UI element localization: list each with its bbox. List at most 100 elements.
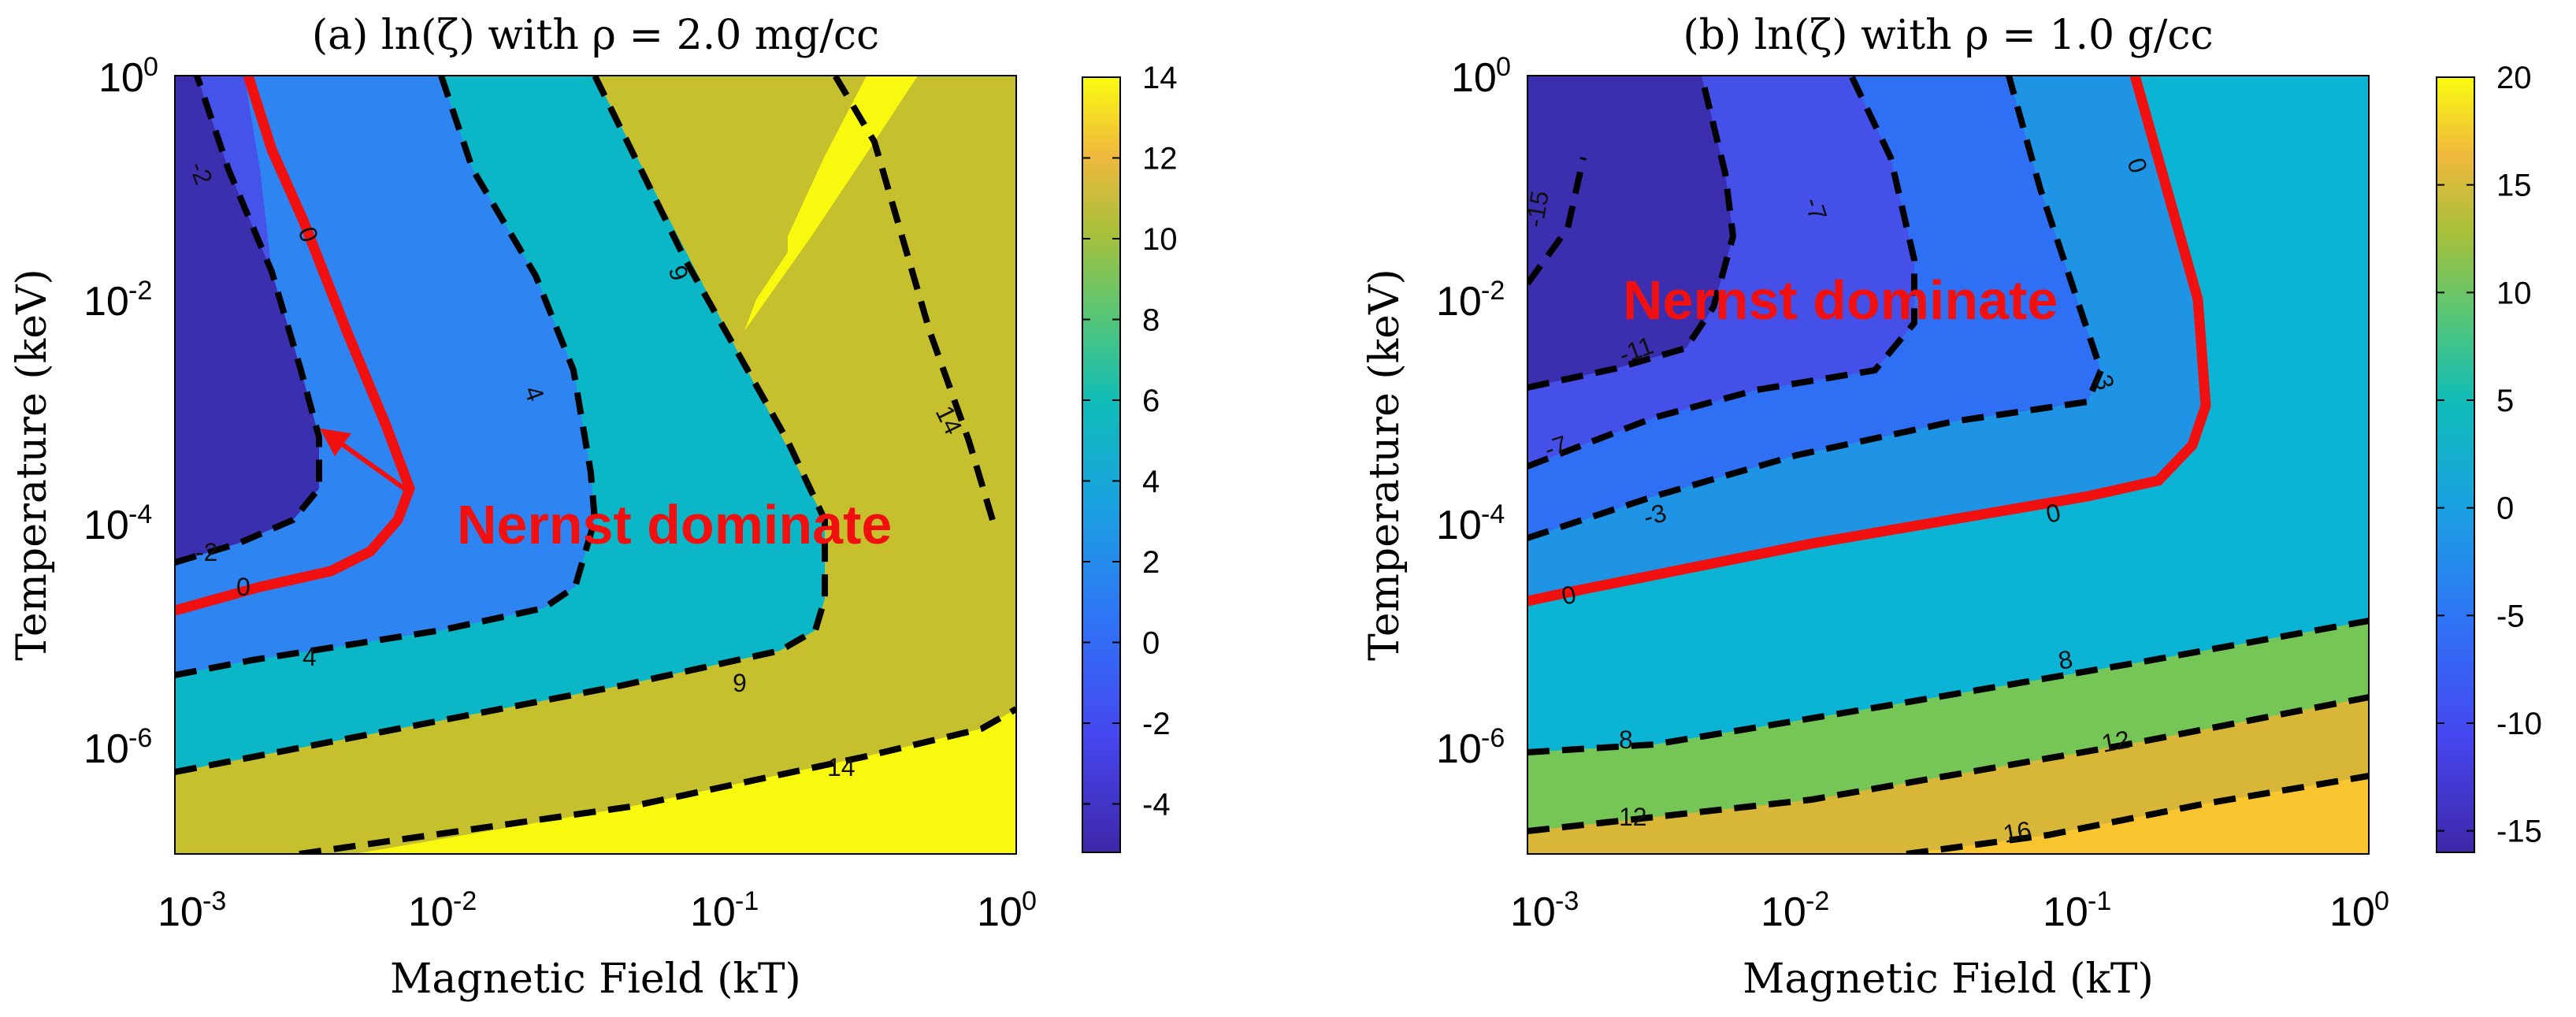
panel-b-x-ticks: 10 -3 10 -2 10 -1 10 0 [1510,886,2389,935]
panel-b-title: (b) ln(ζ) with ρ = 1.0 g/cc [1683,12,2213,59]
panel-b-region-1 [1527,76,1733,388]
svg-text:10: 10 [84,279,129,325]
contour-label: 16 [2001,815,2033,848]
svg-text:-3: -3 [202,886,226,916]
panel-b-plot-area [1527,76,2369,854]
y-tick: 10 -4 [84,499,152,548]
panel-a-contour-0 [175,76,415,616]
contour-label: 12 [1619,803,1647,831]
svg-text:10: 10 [1761,889,1806,935]
colorbar-tick-label: 0 [1142,626,1160,661]
panel-a-axes-box [174,75,1017,855]
svg-text:0: 0 [1022,886,1037,916]
y-tick: 10 0 [98,52,158,101]
contour-label: 8 [1619,726,1633,754]
svg-text:10: 10 [408,889,454,935]
panel-a-annotation-arrow [320,428,411,495]
contour-label: 4 [303,643,317,671]
panel-b-contour-0 [1527,76,2211,607]
svg-text:-6: -6 [1481,723,1505,753]
colorbar-tick-label: -15 [2496,815,2542,849]
colorbar-tick-label: 14 [1142,61,1178,95]
svg-text:10: 10 [158,889,203,935]
y-tick: 10 0 [1451,52,1511,101]
colorbar-tick-label: 10 [2496,276,2532,310]
svg-text:-1: -1 [2088,886,2111,916]
svg-text:10: 10 [977,889,1023,935]
panel-b-contour-12 [1527,694,2369,834]
panel-a-region-1 [175,76,319,562]
svg-text:10: 10 [690,889,736,935]
y-tick: 10 -6 [1436,723,1505,772]
colorbar-tick-label: 10 [1142,222,1178,257]
svg-text:-1: -1 [735,886,759,916]
colorbar-tick-label: 6 [1142,384,1160,418]
svg-text:-2: -2 [1806,886,1829,916]
panel-b-y-ticks: 10 0 10 -2 10 -4 10 -6 [1436,52,1511,772]
x-tick: 10 -3 [1510,886,1579,935]
panel-a-x-ticks: 10 -3 10 -2 10 -1 10 0 [158,886,1037,935]
panel-b-contour-m7 [1527,76,1917,470]
panel-a-xlabel: Magnetic Field (kT) [390,956,801,1003]
svg-text:10: 10 [1436,279,1482,325]
svg-text:10: 10 [1436,726,1482,772]
contour-label: -15 [1520,188,1553,229]
panel-a-annotation: Nernst dominate [457,494,892,555]
x-tick: 10 -1 [2043,886,2111,935]
svg-text:10: 10 [98,55,144,101]
contour-label: -2 [195,538,217,566]
panel-b-colorbar-ticks: 20 15 10 5 0 -5 -10 -15 [2437,61,2542,849]
svg-text:0: 0 [1496,52,1511,82]
svg-text:-2: -2 [453,886,477,916]
panel-b-contour-m11 [1527,76,1737,391]
panel-a-colorbar [1082,76,1121,853]
panel-a-colorbar-ticks: 14 12 10 8 6 4 2 0 -2 -4 [1082,61,1178,822]
colorbar-tick-label: 12 [1142,142,1178,176]
svg-text:-2: -2 [128,276,152,306]
colorbar-tick-label: -5 [2496,599,2525,633]
colorbar-tick-label: -2 [1142,707,1171,741]
panel-b-contour-m15 [1527,157,1587,286]
panel-b-contour-8 [1527,618,2369,755]
svg-text:-3: -3 [1555,886,1579,916]
colorbar-tick-label: -10 [2496,707,2542,741]
colorbar-tick-label: 20 [2496,61,2532,95]
contour-label: 8 [2056,644,2075,675]
svg-text:0: 0 [2374,886,2389,916]
svg-text:0: 0 [143,52,158,82]
panel-b-xlabel: Magnetic Field (kT) [1743,956,2154,1003]
svg-text:10: 10 [2329,889,2375,935]
contour-label: 14 [827,753,856,781]
svg-text:10: 10 [1436,503,1482,548]
svg-text:-6: -6 [128,723,152,753]
panel-b-colorbar [2436,76,2475,853]
y-tick: 10 -2 [84,276,152,325]
svg-text:10: 10 [1451,55,1497,101]
panel-a-ylabel: Temperature (keV) [9,269,56,661]
panel-b: (b) ln(ζ) with ρ = 1.0 g/cc -15 -11 -7 -… [1361,12,2542,1003]
x-tick: 10 0 [977,886,1037,935]
svg-text:-2: -2 [1481,276,1505,306]
panel-a-title: (a) ln(ζ) with ρ = 2.0 mg/cc [312,12,879,59]
colorbar-tick-label: 4 [1142,465,1160,499]
contour-label: 12 [2099,725,2132,758]
y-tick: 10 -2 [1436,276,1505,325]
panel-a-y-ticks: 10 0 10 -2 10 -4 10 -6 [84,52,158,772]
contour-label: 9 [733,669,747,697]
panel-b-annotation: Nernst dominate [1623,269,2058,331]
panel-a-contour-14 [299,706,1016,854]
panel-b-contour-m3 [1527,76,2105,541]
panel-a-plot-area [175,76,1016,854]
svg-text:10: 10 [84,503,129,548]
panel-a-contour-14b [832,76,996,521]
panel-a: (a) ln(ζ) with ρ = 2.0 mg/cc -2 0 4 9 14… [9,12,1178,1003]
x-tick: 10 -2 [1761,886,1829,935]
x-tick: 10 -1 [690,886,759,935]
y-tick: 10 -4 [1436,499,1505,548]
x-tick: 10 0 [2329,886,2389,935]
colorbar-tick-label: 0 [2496,492,2514,526]
colorbar-tick-label: 15 [2496,169,2532,203]
contour-label: 0 [236,573,251,601]
x-tick: 10 -2 [408,886,477,935]
